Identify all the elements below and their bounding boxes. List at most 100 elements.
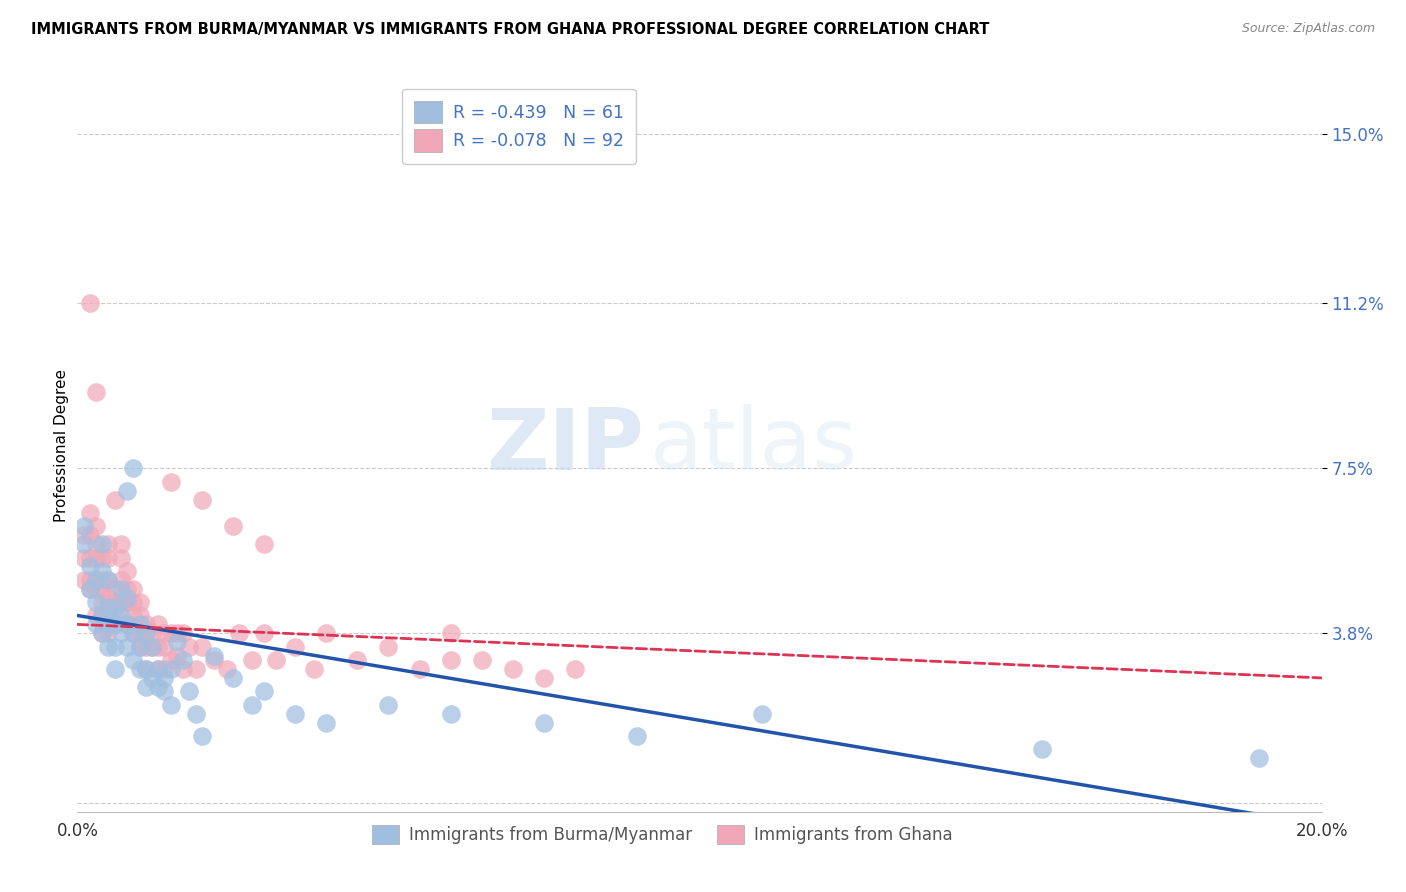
Point bbox=[91, 564, 114, 578]
Point bbox=[141, 640, 163, 654]
Point bbox=[190, 729, 214, 743]
Point bbox=[135, 617, 157, 632]
Point bbox=[97, 617, 120, 632]
Point bbox=[153, 626, 176, 640]
Point bbox=[91, 595, 114, 609]
Point bbox=[97, 573, 120, 587]
Point bbox=[1031, 742, 1053, 756]
Point bbox=[135, 626, 157, 640]
Point bbox=[79, 296, 101, 310]
Point bbox=[72, 519, 94, 533]
Point bbox=[533, 715, 555, 730]
Point bbox=[110, 595, 132, 609]
Point bbox=[104, 608, 127, 623]
Point bbox=[215, 662, 238, 676]
Point bbox=[172, 662, 194, 676]
Point bbox=[84, 519, 107, 533]
Point bbox=[110, 608, 132, 623]
Point bbox=[135, 680, 157, 694]
Point bbox=[84, 573, 107, 587]
Y-axis label: Professional Degree: Professional Degree bbox=[53, 369, 69, 523]
Point bbox=[84, 385, 107, 400]
Point bbox=[115, 640, 138, 654]
Point bbox=[110, 550, 132, 565]
Point bbox=[115, 617, 138, 632]
Point bbox=[153, 671, 176, 685]
Point bbox=[72, 537, 94, 551]
Point bbox=[135, 626, 157, 640]
Point bbox=[626, 729, 648, 743]
Point bbox=[97, 626, 120, 640]
Point bbox=[84, 595, 107, 609]
Point bbox=[110, 582, 132, 596]
Point bbox=[97, 537, 120, 551]
Point bbox=[190, 640, 214, 654]
Point bbox=[72, 528, 94, 542]
Point bbox=[166, 635, 188, 649]
Point bbox=[184, 706, 207, 721]
Point bbox=[153, 662, 176, 676]
Point bbox=[148, 640, 170, 654]
Point bbox=[564, 662, 586, 676]
Point bbox=[115, 595, 138, 609]
Point bbox=[315, 715, 337, 730]
Point bbox=[104, 640, 127, 654]
Point bbox=[179, 640, 201, 654]
Text: Source: ZipAtlas.com: Source: ZipAtlas.com bbox=[1241, 22, 1375, 36]
Point bbox=[115, 617, 138, 632]
Point bbox=[315, 626, 337, 640]
Point bbox=[166, 626, 188, 640]
Point bbox=[202, 648, 225, 663]
Point bbox=[104, 599, 127, 614]
Point bbox=[172, 653, 194, 667]
Point bbox=[159, 653, 181, 667]
Point bbox=[122, 595, 145, 609]
Point bbox=[115, 582, 138, 596]
Text: IMMIGRANTS FROM BURMA/MYANMAR VS IMMIGRANTS FROM GHANA PROFESSIONAL DEGREE CORRE: IMMIGRANTS FROM BURMA/MYANMAR VS IMMIGRA… bbox=[31, 22, 990, 37]
Point bbox=[128, 608, 150, 623]
Point bbox=[159, 626, 181, 640]
Point bbox=[153, 640, 176, 654]
Point bbox=[104, 582, 127, 596]
Point bbox=[135, 662, 157, 676]
Point bbox=[84, 608, 107, 623]
Point bbox=[97, 550, 120, 565]
Point bbox=[91, 573, 114, 587]
Point bbox=[222, 671, 245, 685]
Point bbox=[84, 617, 107, 632]
Point bbox=[115, 591, 138, 605]
Legend: Immigrants from Burma/Myanmar, Immigrants from Ghana: Immigrants from Burma/Myanmar, Immigrant… bbox=[366, 818, 959, 851]
Point bbox=[122, 582, 145, 596]
Point bbox=[148, 680, 170, 694]
Point bbox=[91, 537, 114, 551]
Point bbox=[240, 653, 263, 667]
Point bbox=[110, 537, 132, 551]
Point bbox=[97, 608, 120, 623]
Point bbox=[141, 671, 163, 685]
Point bbox=[471, 653, 494, 667]
Point bbox=[128, 640, 150, 654]
Point bbox=[148, 662, 170, 676]
Point bbox=[72, 550, 94, 565]
Text: atlas: atlas bbox=[650, 404, 858, 488]
Point bbox=[97, 573, 120, 587]
Point bbox=[104, 662, 127, 676]
Point bbox=[502, 662, 524, 676]
Point bbox=[79, 573, 101, 587]
Point bbox=[153, 684, 176, 698]
Point bbox=[266, 653, 288, 667]
Point bbox=[1249, 751, 1271, 765]
Point bbox=[222, 519, 245, 533]
Point bbox=[104, 595, 127, 609]
Point bbox=[97, 599, 120, 614]
Point bbox=[439, 653, 461, 667]
Point bbox=[91, 582, 114, 596]
Point bbox=[72, 573, 94, 587]
Point bbox=[79, 550, 101, 565]
Point bbox=[79, 528, 101, 542]
Point bbox=[128, 595, 150, 609]
Point bbox=[533, 671, 555, 685]
Point bbox=[79, 582, 101, 596]
Point bbox=[240, 698, 263, 712]
Point bbox=[135, 640, 157, 654]
